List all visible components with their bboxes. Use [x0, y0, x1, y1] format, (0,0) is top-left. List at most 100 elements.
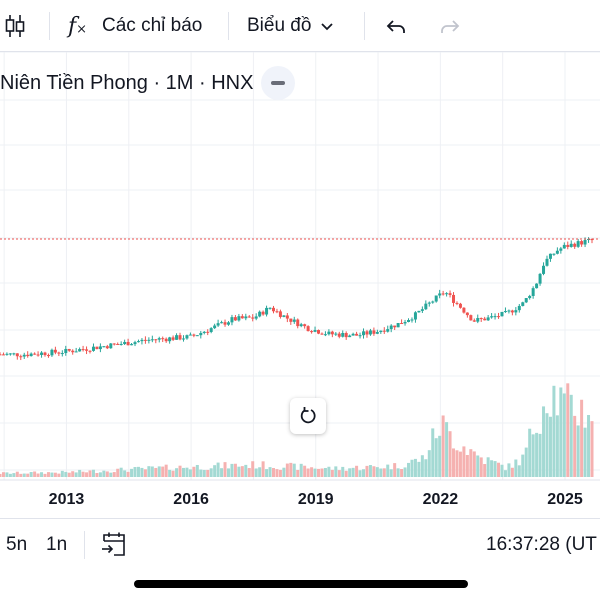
volume-bar	[503, 470, 507, 477]
time-axis-label: 2016	[173, 491, 209, 508]
volume-bar	[368, 465, 372, 477]
candle-body	[362, 331, 366, 336]
volume-bar	[85, 472, 89, 477]
candle-body	[317, 330, 321, 334]
volume-bar	[323, 467, 327, 477]
volume-bar	[46, 472, 50, 477]
chart-type-dropdown[interactable]: Biểu đồ	[247, 0, 335, 52]
candle-body	[306, 326, 310, 332]
volume-bar	[247, 468, 251, 477]
candle-body	[53, 349, 57, 353]
volume-bar	[147, 466, 151, 477]
volume-bar	[119, 467, 123, 477]
indicators-label: Các chỉ báo	[102, 15, 203, 36]
current-time[interactable]: 16:37:28 (UT	[486, 519, 597, 571]
symbol-title[interactable]: Niên Tiền Phong · 1M · HNX	[0, 71, 254, 94]
candle-body	[327, 331, 331, 335]
volume-bar	[413, 458, 417, 477]
candle-body	[0, 354, 2, 356]
volume-bar	[362, 469, 366, 477]
volume-bar	[171, 470, 175, 477]
bottom-divider	[84, 531, 85, 559]
toolbar-divider	[49, 12, 50, 40]
candle-body	[1, 354, 5, 356]
volume-bar	[8, 473, 12, 477]
candle-body	[427, 302, 431, 304]
volume-bar	[102, 470, 106, 477]
range-5y-button[interactable]: 5n	[6, 519, 27, 571]
volume-bar	[161, 466, 165, 477]
candlestick-icon[interactable]	[4, 0, 28, 52]
volume-bar	[67, 472, 71, 477]
candle-body	[476, 318, 480, 322]
candle-body	[569, 243, 573, 247]
candle-body	[510, 310, 514, 313]
reset-chart-button[interactable]	[290, 398, 326, 434]
volume-bar	[40, 472, 44, 477]
volume-bar	[517, 465, 521, 477]
candle-body	[479, 318, 483, 320]
candle-body	[67, 348, 71, 351]
volume-bar	[441, 415, 445, 477]
volume-bar	[403, 467, 407, 477]
calendar-arrow-icon	[102, 532, 125, 556]
volume-bar	[282, 467, 286, 477]
volume-bar	[188, 469, 192, 477]
candle-body	[140, 339, 144, 342]
volume-bar	[5, 472, 9, 477]
candle-body	[400, 323, 404, 325]
volume-bar	[216, 462, 220, 477]
volume-bar	[244, 464, 248, 477]
candle-body	[109, 343, 113, 349]
collapse-legend-button[interactable]	[261, 66, 296, 100]
candle-body	[379, 330, 383, 333]
candle-body	[458, 303, 462, 308]
candle-body	[299, 324, 303, 327]
volume-bar	[261, 461, 265, 477]
volume-bar	[410, 459, 414, 477]
volume-bar	[424, 459, 428, 477]
undo-button[interactable]	[384, 0, 408, 52]
volume-bar	[555, 415, 559, 477]
bottom-toolbar: 5n 1n 16:37:28 (UT	[0, 518, 600, 570]
volume-bar	[327, 466, 331, 477]
go-to-date-button[interactable]	[100, 519, 128, 571]
candle-body	[26, 354, 30, 357]
candle-body	[434, 295, 438, 302]
candle-body	[396, 323, 400, 328]
candle-body	[531, 288, 535, 296]
volume-bar	[22, 473, 26, 477]
volume-bar	[358, 470, 362, 477]
price-chart[interactable]: 2013 2016 2019 2022 2025	[0, 52, 600, 518]
volume-bar	[98, 472, 102, 477]
candle-body	[348, 335, 352, 338]
volume-bar	[50, 472, 54, 477]
time-axis-label: 2019	[298, 491, 334, 508]
candle-body	[15, 353, 19, 357]
candle-body	[161, 338, 165, 340]
candle-body	[226, 322, 230, 325]
volume-bar	[258, 467, 262, 477]
candle-body	[583, 240, 587, 245]
volume-bar	[285, 463, 289, 477]
candle-body	[133, 342, 137, 345]
volume-bar	[535, 432, 539, 477]
volume-bar	[337, 470, 341, 477]
volume-bar	[375, 467, 379, 477]
candle-body	[57, 352, 61, 354]
range-1y-button[interactable]: 1n	[46, 519, 67, 571]
volume-bar	[12, 473, 16, 477]
time-axis: 2013 2016 2019 2022 2025	[49, 491, 583, 508]
candle-body	[282, 315, 286, 317]
candle-body	[171, 337, 175, 340]
volume-bar	[91, 469, 95, 477]
candle-body	[85, 349, 89, 351]
candle-body	[22, 354, 26, 357]
candle-body	[538, 273, 542, 284]
redo-button[interactable]	[438, 0, 462, 52]
volume-bar	[465, 454, 469, 477]
volume-bar	[26, 473, 30, 477]
candle-body	[566, 244, 570, 247]
volume-bar	[507, 463, 511, 477]
indicators-button[interactable]: f× Các chỉ báo	[68, 0, 202, 52]
